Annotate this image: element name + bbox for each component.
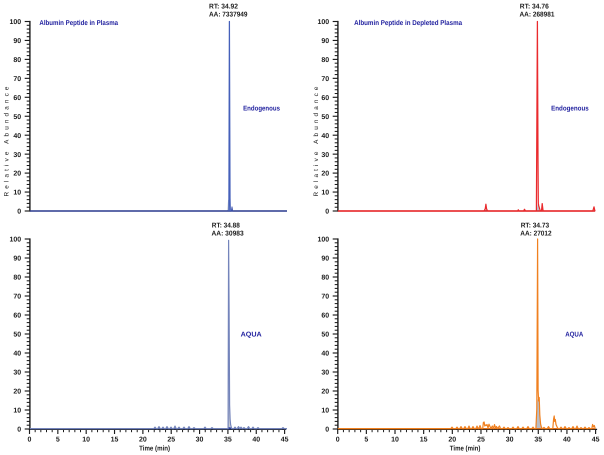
svg-text:30: 30 <box>506 436 514 443</box>
svg-text:20: 20 <box>13 171 21 178</box>
svg-text:35: 35 <box>224 436 232 443</box>
svg-text:80: 80 <box>321 57 329 64</box>
svg-text:70: 70 <box>13 76 21 83</box>
svg-text:40: 40 <box>252 436 260 443</box>
svg-text:80: 80 <box>13 275 21 282</box>
svg-text:10: 10 <box>13 190 21 197</box>
svg-text:60: 60 <box>321 313 329 320</box>
svg-text:45: 45 <box>281 436 289 443</box>
svg-text:AQUA: AQUA <box>565 332 583 339</box>
svg-text:40: 40 <box>13 351 21 358</box>
svg-text:80: 80 <box>13 57 21 64</box>
svg-text:20: 20 <box>448 436 456 443</box>
svg-text:AA: 7337949: AA: 7337949 <box>209 12 248 19</box>
svg-text:40: 40 <box>321 351 329 358</box>
svg-text:Time (min): Time (min) <box>139 444 170 452</box>
svg-text:Relative Abundance: Relative Abundance <box>313 86 320 196</box>
svg-text:50: 50 <box>13 114 21 121</box>
svg-text:25: 25 <box>477 436 485 443</box>
svg-text:Albumin Peptide in Depleted Pl: Albumin Peptide in Depleted Plasma <box>354 19 462 27</box>
svg-text:20: 20 <box>139 436 147 443</box>
svg-text:Relative Abundance: Relative Abundance <box>3 86 10 196</box>
svg-text:AA: 268981: AA: 268981 <box>520 12 555 19</box>
svg-text:30: 30 <box>321 370 329 377</box>
svg-text:AA: 30983: AA: 30983 <box>212 231 244 238</box>
svg-text:0: 0 <box>17 209 21 216</box>
svg-text:30: 30 <box>13 370 21 377</box>
svg-text:70: 70 <box>13 294 21 301</box>
svg-text:RT: 34.76: RT: 34.76 <box>520 3 549 10</box>
svg-text:0: 0 <box>325 427 329 434</box>
svg-text:70: 70 <box>321 294 329 301</box>
svg-text:100: 100 <box>10 237 22 244</box>
svg-text:70: 70 <box>321 76 329 83</box>
svg-text:90: 90 <box>13 256 21 263</box>
svg-text:40: 40 <box>13 133 21 140</box>
svg-text:0: 0 <box>17 427 21 434</box>
svg-text:AQUA: AQUA <box>241 332 262 339</box>
svg-text:90: 90 <box>321 38 329 45</box>
svg-text:100: 100 <box>318 237 330 244</box>
svg-text:5: 5 <box>56 436 60 443</box>
svg-text:50: 50 <box>321 332 329 339</box>
svg-text:100: 100 <box>10 19 22 26</box>
svg-text:10: 10 <box>13 408 21 415</box>
svg-text:20: 20 <box>321 389 329 396</box>
svg-text:30: 30 <box>196 436 204 443</box>
svg-text:RT: 34.88: RT: 34.88 <box>212 223 240 230</box>
svg-text:40: 40 <box>563 436 571 443</box>
svg-text:RT: 34.92: RT: 34.92 <box>209 3 238 10</box>
svg-text:10: 10 <box>321 408 329 415</box>
svg-text:10: 10 <box>82 436 90 443</box>
svg-text:30: 30 <box>321 152 329 159</box>
svg-text:Endogenous: Endogenous <box>243 105 280 113</box>
svg-text:20: 20 <box>13 389 21 396</box>
svg-text:60: 60 <box>321 95 329 102</box>
svg-text:10: 10 <box>391 436 399 443</box>
svg-text:20: 20 <box>321 171 329 178</box>
svg-text:50: 50 <box>13 332 21 339</box>
svg-text:5: 5 <box>364 436 368 443</box>
svg-text:80: 80 <box>321 275 329 282</box>
svg-text:10: 10 <box>321 190 329 197</box>
svg-text:Time (min): Time (min) <box>450 444 481 452</box>
svg-text:25: 25 <box>167 436 175 443</box>
svg-text:15: 15 <box>420 436 428 443</box>
svg-text:30: 30 <box>13 152 21 159</box>
svg-text:Endogenous: Endogenous <box>551 105 589 113</box>
svg-text:90: 90 <box>13 38 21 45</box>
svg-text:RT: 34.73: RT: 34.73 <box>521 223 550 230</box>
svg-text:50: 50 <box>321 114 329 121</box>
svg-text:0: 0 <box>28 436 32 443</box>
svg-text:100: 100 <box>318 19 330 26</box>
svg-text:60: 60 <box>13 313 21 320</box>
svg-text:90: 90 <box>321 256 329 263</box>
svg-text:0: 0 <box>325 209 329 216</box>
svg-text:45: 45 <box>592 436 600 443</box>
svg-text:40: 40 <box>321 133 329 140</box>
svg-text:AA: 27012: AA: 27012 <box>520 231 551 238</box>
svg-text:35: 35 <box>534 436 542 443</box>
svg-text:Albumin Peptide in Plasma: Albumin Peptide in Plasma <box>39 19 118 27</box>
svg-text:0: 0 <box>336 436 340 443</box>
svg-text:60: 60 <box>13 95 21 102</box>
svg-text:15: 15 <box>111 436 119 443</box>
